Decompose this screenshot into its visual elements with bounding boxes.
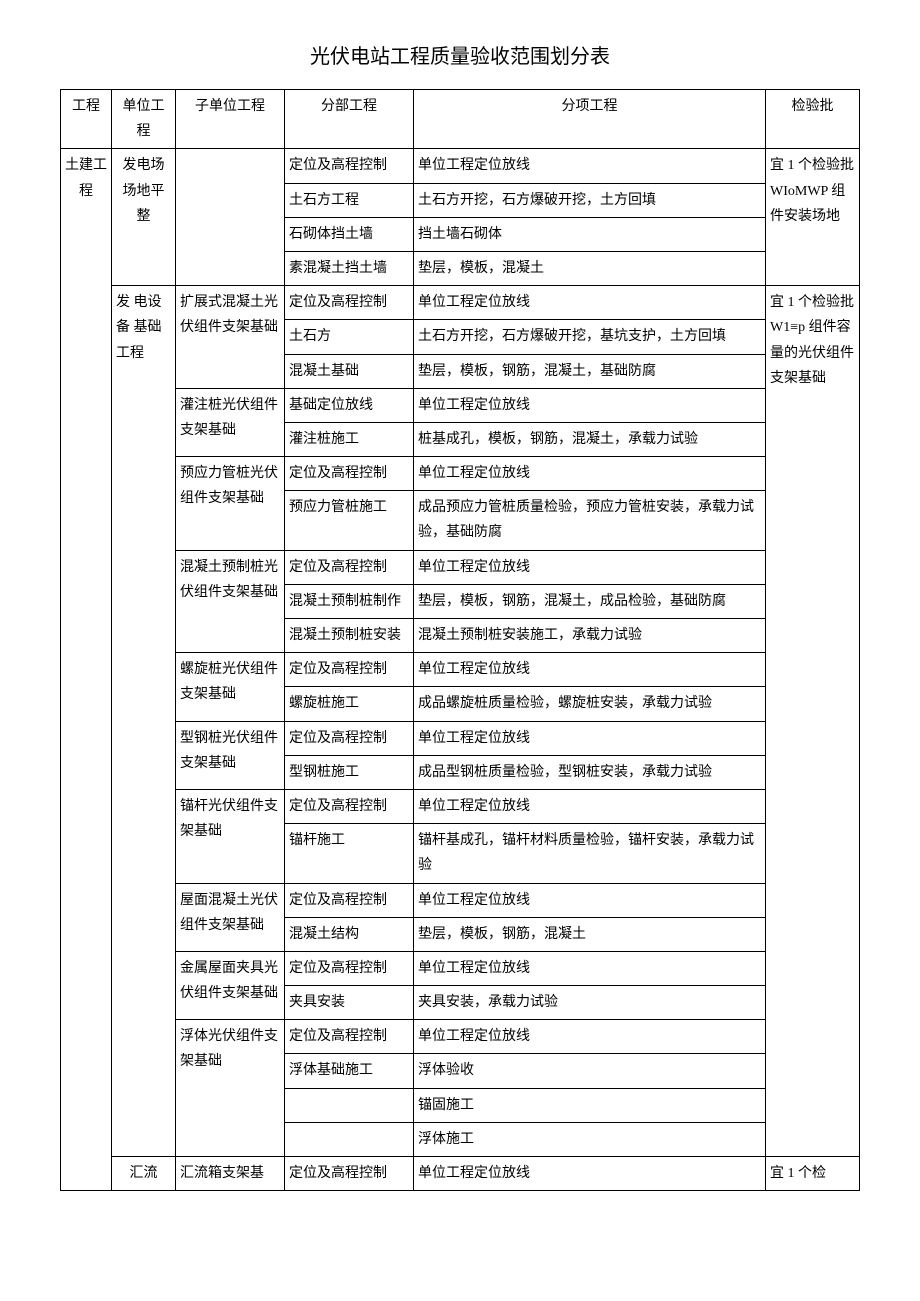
table-row: 混凝土预制桩光伏组件支架基础 定位及高程控制 单位工程定位放线 <box>61 550 860 584</box>
cell-subunit: 扩展式混凝土光伏组件支架基础 <box>176 286 285 389</box>
cell-item: 土石方开挖，石方爆破开挖，土方回填 <box>414 183 766 217</box>
table-row: 锚杆光伏组件支架基础 定位及高程控制 单位工程定位放线 <box>61 789 860 823</box>
cell-item: 单位工程定位放线 <box>414 286 766 320</box>
cell-item: 单位工程定位放线 <box>414 149 766 183</box>
cell-division <box>285 1122 414 1156</box>
cell-item: 单位工程定位放线 <box>414 457 766 491</box>
cell-division: 锚杆施工 <box>285 824 414 883</box>
cell-subunit: 浮体光伏组件支架基础 <box>176 1020 285 1157</box>
cell-item: 单位工程定位放线 <box>414 550 766 584</box>
cell-item: 夹具安装，承载力试验 <box>414 986 766 1020</box>
cell-division: 定位及高程控制 <box>285 653 414 687</box>
header-subunit: 子单位工程 <box>176 90 285 149</box>
cell-subunit: 金属屋面夹具光伏组件支架基础 <box>176 951 285 1019</box>
cell-item: 桩基成孔，模板，钢筋，混凝土，承载力试验 <box>414 422 766 456</box>
cell-division: 定位及高程控制 <box>285 457 414 491</box>
table-row: 型钢桩光伏组件支架基础 定位及高程控制 单位工程定位放线 <box>61 721 860 755</box>
cell-subunit: 混凝土预制桩光伏组件支架基础 <box>176 550 285 653</box>
header-unit: 单位工程 <box>112 90 176 149</box>
cell-item: 浮体验收 <box>414 1054 766 1088</box>
header-item: 分项工程 <box>414 90 766 149</box>
cell-project: 土建工程 <box>61 149 112 1191</box>
cell-item: 单位工程定位放线 <box>414 653 766 687</box>
cell-division: 混凝土结构 <box>285 917 414 951</box>
cell-item: 单位工程定位放线 <box>414 1020 766 1054</box>
cell-unit: 汇流 <box>112 1157 176 1191</box>
cell-division: 定位及高程控制 <box>285 149 414 183</box>
cell-division: 定位及高程控制 <box>285 883 414 917</box>
header-division: 分部工程 <box>285 90 414 149</box>
cell-subunit: 汇流箱支架基 <box>176 1157 285 1191</box>
cell-division: 定位及高程控制 <box>285 286 414 320</box>
cell-subunit: 灌注桩光伏组件支架基础 <box>176 388 285 456</box>
table-row: 预应力管桩光伏组件支架基础 定位及高程控制 单位工程定位放线 <box>61 457 860 491</box>
cell-item: 垫层，模板，钢筋，混凝土，基础防腐 <box>414 354 766 388</box>
cell-batch: 宜 1 个检验批 W1≡p 组件容量的光伏组件支架基础 <box>766 286 860 1157</box>
table-row: 灌注桩光伏组件支架基础 基础定位放线 单位工程定位放线 <box>61 388 860 422</box>
table-row: 屋面混凝土光伏组件支架基础 定位及高程控制 单位工程定位放线 <box>61 883 860 917</box>
cell-item: 土石方开挖，石方爆破开挖，基坑支护，土方回填 <box>414 320 766 354</box>
cell-item: 浮体施工 <box>414 1122 766 1156</box>
cell-item: 锚杆基成孔，锚杆材料质量检验，锚杆安装，承载力试验 <box>414 824 766 883</box>
cell-item: 挡土墙石砌体 <box>414 217 766 251</box>
cell-division: 石砌体挡土墙 <box>285 217 414 251</box>
cell-division: 混凝土预制桩安装 <box>285 619 414 653</box>
quality-acceptance-table: 工程 单位工程 子单位工程 分部工程 分项工程 检验批 土建工程 发电场场地平整… <box>60 89 860 1191</box>
cell-item: 单位工程定位放线 <box>414 789 766 823</box>
cell-division <box>285 1088 414 1122</box>
cell-item: 单位工程定位放线 <box>414 388 766 422</box>
cell-division: 型钢桩施工 <box>285 755 414 789</box>
header-project: 工程 <box>61 90 112 149</box>
cell-division: 定位及高程控制 <box>285 1157 414 1191</box>
cell-item: 垫层，模板，混凝土 <box>414 251 766 285</box>
table-header-row: 工程 单位工程 子单位工程 分部工程 分项工程 检验批 <box>61 90 860 149</box>
cell-division: 土石方工程 <box>285 183 414 217</box>
cell-item: 单位工程定位放线 <box>414 883 766 917</box>
cell-division: 定位及高程控制 <box>285 550 414 584</box>
cell-subunit: 预应力管桩光伏组件支架基础 <box>176 457 285 551</box>
cell-division: 螺旋桩施工 <box>285 687 414 721</box>
cell-division: 定位及高程控制 <box>285 789 414 823</box>
cell-division: 定位及高程控制 <box>285 1020 414 1054</box>
cell-unit: 发电场场地平整 <box>112 149 176 286</box>
table-row: 汇流 汇流箱支架基 定位及高程控制 单位工程定位放线 宜 1 个检 <box>61 1157 860 1191</box>
cell-item: 混凝土预制桩安装施工，承载力试验 <box>414 619 766 653</box>
cell-division: 浮体基础施工 <box>285 1054 414 1088</box>
cell-subunit: 螺旋桩光伏组件支架基础 <box>176 653 285 721</box>
cell-division: 土石方 <box>285 320 414 354</box>
table-row: 金属屋面夹具光伏组件支架基础 定位及高程控制 单位工程定位放线 <box>61 951 860 985</box>
cell-item: 成品螺旋桩质量检验，螺旋桩安装，承载力试验 <box>414 687 766 721</box>
cell-subunit <box>176 149 285 286</box>
cell-division: 定位及高程控制 <box>285 721 414 755</box>
cell-batch: 宜 1 个检验批 WIoMWP 组件安装场地 <box>766 149 860 286</box>
cell-subunit: 型钢桩光伏组件支架基础 <box>176 721 285 789</box>
cell-unit: 发 电设 备 基础工程 <box>112 286 176 1157</box>
table-row: 螺旋桩光伏组件支架基础 定位及高程控制 单位工程定位放线 <box>61 653 860 687</box>
cell-division: 素混凝土挡土墙 <box>285 251 414 285</box>
table-row: 浮体光伏组件支架基础 定位及高程控制 单位工程定位放线 <box>61 1020 860 1054</box>
page-title: 光伏电站工程质量验收范围划分表 <box>60 40 860 69</box>
table-row: 土建工程 发电场场地平整 定位及高程控制 单位工程定位放线 宜 1 个检验批 W… <box>61 149 860 183</box>
cell-item: 垫层，模板，钢筋，混凝土，成品检验，基础防腐 <box>414 584 766 618</box>
cell-division: 灌注桩施工 <box>285 422 414 456</box>
cell-division: 基础定位放线 <box>285 388 414 422</box>
header-batch: 检验批 <box>766 90 860 149</box>
cell-subunit: 锚杆光伏组件支架基础 <box>176 789 285 883</box>
cell-division: 定位及高程控制 <box>285 951 414 985</box>
cell-item: 单位工程定位放线 <box>414 951 766 985</box>
cell-item: 成品型钢桩质量检验，型钢桩安装，承载力试验 <box>414 755 766 789</box>
cell-item: 成品预应力管桩质量检验，预应力管桩安装，承载力试验，基础防腐 <box>414 491 766 550</box>
cell-division: 夹具安装 <box>285 986 414 1020</box>
table-row: 发 电设 备 基础工程 扩展式混凝土光伏组件支架基础 定位及高程控制 单位工程定… <box>61 286 860 320</box>
cell-division: 混凝土预制桩制作 <box>285 584 414 618</box>
cell-item: 单位工程定位放线 <box>414 721 766 755</box>
cell-subunit: 屋面混凝土光伏组件支架基础 <box>176 883 285 951</box>
cell-batch: 宜 1 个检 <box>766 1157 860 1191</box>
cell-item: 垫层，模板，钢筋，混凝土 <box>414 917 766 951</box>
cell-item: 单位工程定位放线 <box>414 1157 766 1191</box>
cell-division: 预应力管桩施工 <box>285 491 414 550</box>
cell-item: 锚固施工 <box>414 1088 766 1122</box>
cell-division: 混凝土基础 <box>285 354 414 388</box>
